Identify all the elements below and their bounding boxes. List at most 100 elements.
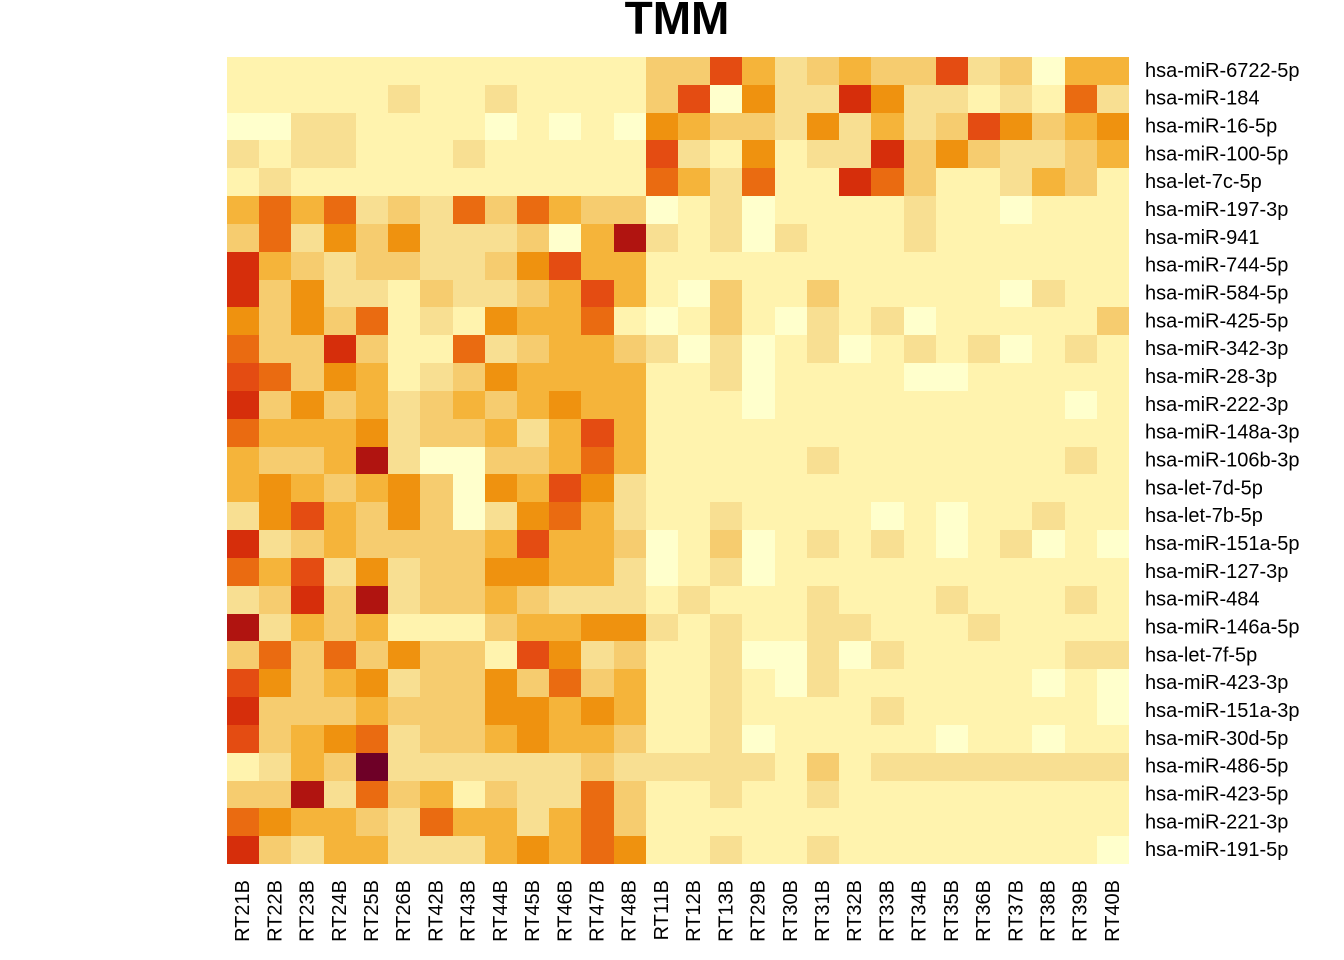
heatmap-cell <box>420 224 453 252</box>
heatmap-cell <box>807 224 839 252</box>
heatmap-cell <box>291 753 324 781</box>
heatmap-cell <box>1065 113 1097 140</box>
heatmap-cell <box>904 57 936 85</box>
column-label: RT23B <box>297 880 319 942</box>
heatmap-cell <box>710 140 742 168</box>
chart-title: TMM <box>625 0 730 44</box>
heatmap-cell <box>227 697 259 725</box>
heatmap-cell <box>517 335 549 363</box>
heatmap-cell <box>1032 224 1065 252</box>
heatmap-cell <box>742 753 775 781</box>
heatmap-cell <box>775 558 807 586</box>
heatmap-cell <box>485 391 517 419</box>
heatmap-cell <box>324 836 356 864</box>
heatmap-cell <box>1032 85 1065 113</box>
heatmap-cell <box>936 168 968 196</box>
heatmap-cell <box>839 530 871 558</box>
heatmap-cell <box>968 113 1000 140</box>
heatmap-cell <box>259 753 291 781</box>
heatmap-cell <box>485 725 517 753</box>
column-label: RT13B <box>715 880 737 942</box>
heatmap-cell <box>742 836 775 864</box>
heatmap-cell <box>517 530 549 558</box>
heatmap-cell <box>614 280 646 307</box>
heatmap-cell <box>485 307 517 335</box>
heatmap-cell <box>968 168 1000 196</box>
heatmap-cell <box>839 85 871 113</box>
heatmap-cell <box>1000 753 1032 781</box>
column-label: RT45B <box>522 880 544 942</box>
heatmap-cell <box>549 669 581 697</box>
heatmap-cell <box>775 725 807 753</box>
heatmap-cell <box>227 753 259 781</box>
heatmap-cell <box>904 558 936 586</box>
heatmap-cell <box>678 419 710 447</box>
heatmap-cell <box>646 196 678 224</box>
heatmap-cell <box>581 224 614 252</box>
heatmap-cell <box>517 363 549 391</box>
heatmap-cell <box>356 419 388 447</box>
heatmap-cell <box>710 224 742 252</box>
heatmap-cell <box>291 280 324 307</box>
heatmap-cell <box>1097 391 1129 419</box>
heatmap-cell <box>678 196 710 224</box>
heatmap-cell <box>356 280 388 307</box>
heatmap-cell <box>839 224 871 252</box>
heatmap-cell <box>1000 641 1032 669</box>
heatmap-cell <box>742 697 775 725</box>
heatmap-cell <box>291 725 324 753</box>
heatmap-cell <box>871 391 904 419</box>
heatmap-cell <box>936 558 968 586</box>
heatmap-cell <box>871 530 904 558</box>
heatmap-cell <box>710 335 742 363</box>
heatmap-cell <box>839 307 871 335</box>
heatmap-cell <box>710 57 742 85</box>
heatmap-cell <box>1097 530 1129 558</box>
heatmap-cell <box>549 558 581 586</box>
heatmap-cell <box>291 586 324 614</box>
heatmap-cell <box>710 725 742 753</box>
heatmap-cell <box>227 836 259 864</box>
row-label: hsa-miR-423-3p <box>1145 672 1288 694</box>
heatmap-cell <box>1000 196 1032 224</box>
heatmap-cell <box>581 669 614 697</box>
heatmap-cell <box>710 781 742 808</box>
heatmap-cell <box>485 697 517 725</box>
heatmap-cell <box>581 447 614 474</box>
heatmap-cell <box>259 85 291 113</box>
heatmap-cell <box>614 335 646 363</box>
heatmap-cell <box>356 502 388 530</box>
heatmap-cell <box>646 307 678 335</box>
heatmap-cell <box>742 280 775 307</box>
heatmap-cell <box>1000 140 1032 168</box>
heatmap-cell <box>581 363 614 391</box>
heatmap-cell <box>710 419 742 447</box>
heatmap-cell <box>259 280 291 307</box>
heatmap-cell <box>646 57 678 85</box>
heatmap-cell <box>968 808 1000 836</box>
column-label: RT39B <box>1070 880 1092 942</box>
heatmap-cell <box>453 140 485 168</box>
heatmap-cell <box>710 697 742 725</box>
heatmap-cell <box>1097 474 1129 502</box>
heatmap-cell <box>485 252 517 280</box>
heatmap-cell <box>968 697 1000 725</box>
heatmap-cell <box>775 113 807 140</box>
heatmap-cell <box>581 196 614 224</box>
heatmap-cell <box>775 419 807 447</box>
heatmap-cell <box>291 530 324 558</box>
heatmap-cell <box>227 140 259 168</box>
heatmap-cell <box>291 85 324 113</box>
heatmap-cell <box>485 447 517 474</box>
heatmap-cell <box>324 335 356 363</box>
heatmap-cell <box>388 836 420 864</box>
heatmap-cell <box>1000 252 1032 280</box>
heatmap-cell <box>388 447 420 474</box>
heatmap-cell <box>259 57 291 85</box>
heatmap-cell <box>1097 447 1129 474</box>
heatmap-cell <box>742 558 775 586</box>
heatmap-cell <box>839 614 871 641</box>
heatmap-cell <box>485 753 517 781</box>
row-label: hsa-miR-106b-3p <box>1145 450 1300 472</box>
heatmap-cell <box>871 781 904 808</box>
